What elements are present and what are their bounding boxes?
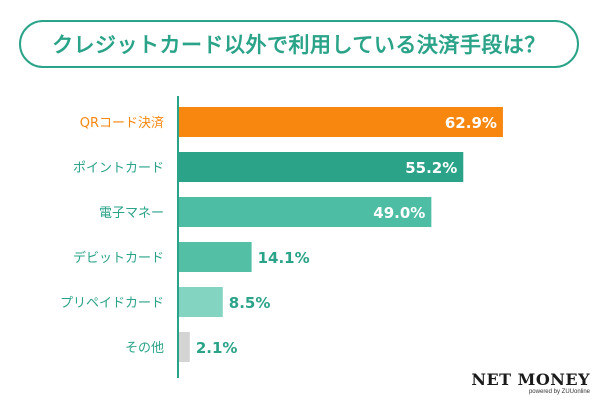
net-money-logo: NET MONEY powered by ZUUonline — [471, 372, 590, 396]
category-label-5: その他 — [125, 341, 164, 356]
bar-0 — [179, 107, 503, 137]
logo-subtitle: powered by ZUUonline — [528, 389, 590, 395]
category-label-1: ポイントカード — [73, 161, 164, 176]
bar-4 — [179, 287, 223, 317]
bar-3 — [179, 242, 252, 272]
bar-2 — [179, 197, 432, 227]
value-label-3: 14.1% — [258, 249, 310, 267]
value-label-1: 55.2% — [405, 159, 457, 177]
value-label-5: 2.1% — [196, 339, 238, 357]
category-label-0: QRコード決済 — [80, 115, 164, 131]
category-label-3: デビットカード — [73, 250, 164, 266]
value-label-4: 8.5% — [229, 294, 271, 312]
value-label-2: 49.0% — [373, 204, 425, 222]
bar-1 — [179, 152, 464, 182]
category-label-2: 電子マネー — [99, 206, 164, 221]
bar-5 — [179, 332, 190, 362]
logo-name: NET MONEY — [471, 370, 590, 389]
category-label-4: プリペイドカード — [60, 296, 164, 311]
chart-title: クレジットカード以外で利用している決済手段は？ — [19, 20, 579, 68]
value-label-0: 62.9% — [445, 114, 497, 132]
